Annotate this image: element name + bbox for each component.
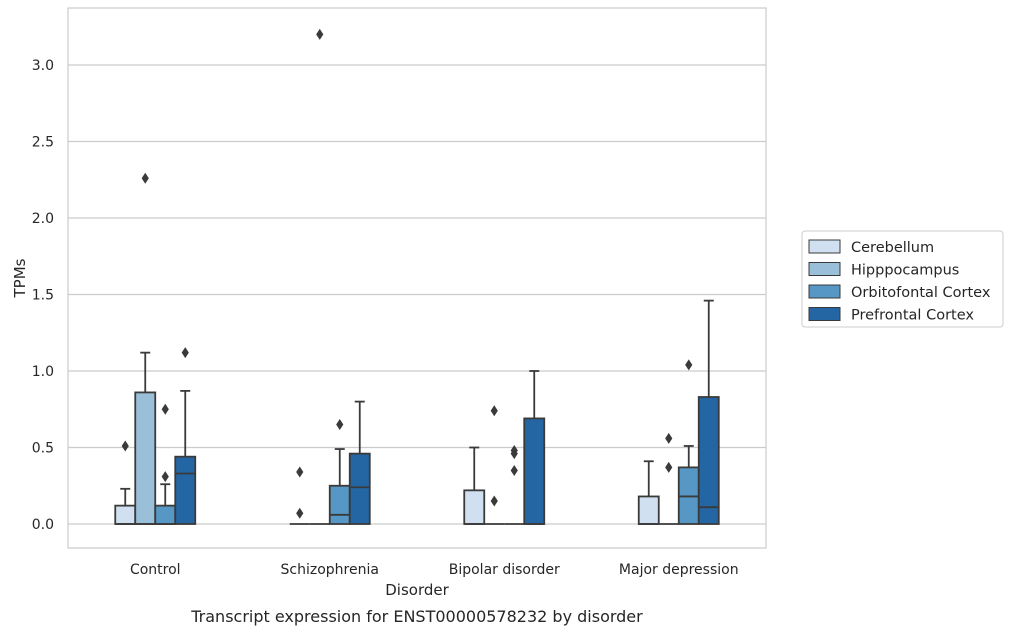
x-tick-label: Bipolar disorder [449,562,560,578]
series-prefrontal-cortex [174,299,720,525]
box [637,495,660,525]
y-tick-label: 0.5 [32,441,54,457]
box [174,455,197,525]
legend-swatch [808,284,841,299]
grid-lines [68,64,766,525]
outlier-point [665,432,673,444]
x-tick-label: Control [130,562,181,578]
y-tick-label: 1.5 [32,288,54,304]
series-cerebellum [114,440,660,525]
chart-caption: Transcript expression for ENST0000057823… [190,607,643,626]
outlier-point [141,172,149,184]
box [114,504,137,525]
plot-frame [67,7,767,549]
legend-item: Cerebellum [808,239,934,256]
box [463,489,486,525]
box-series [114,28,720,525]
y-axis-ticks: 0.0 0.5 1.0 1.5 2.0 2.5 3.0 [32,58,54,533]
legend-label: Cerebellum [851,240,934,256]
outlier-point [685,359,693,371]
series-hipppocampus [134,28,679,525]
outlier-point [490,495,498,507]
x-axis-label: Disorder [385,581,449,599]
legend-item: Orbitofontal Cortex [808,284,991,301]
box [697,396,720,525]
legend-label: Hipppocampus [851,263,959,279]
box [134,391,157,525]
y-tick-label: 0.0 [32,517,54,533]
x-tick-label: Major depression [619,562,739,578]
y-tick-label: 2.0 [32,211,54,227]
outlier-point [336,419,344,431]
y-tick-label: 1.0 [32,364,54,380]
outlier-point [490,405,498,417]
outlier-point [161,403,169,415]
legend-item: Hipppocampus [808,262,959,279]
outlier-point [296,466,304,478]
outlier-point [665,461,673,473]
outlier-point [296,507,304,519]
outlier-point [510,464,518,476]
legend-swatch [808,239,841,254]
y-axis-label: TPMs [11,258,29,298]
outlier-point [161,471,169,483]
box [348,452,371,525]
y-tick-label: 3.0 [32,58,54,74]
box [523,417,546,525]
legend-label: Orbitofontal Cortex [851,285,991,301]
box [328,484,351,525]
y-tick-label: 2.5 [32,135,54,151]
legend-label: Prefrontal Cortex [851,308,974,324]
x-axis-ticks: Control Schizophrenia Bipolar disorder Majo… [130,562,739,578]
legend-item: Prefrontal Cortex [808,307,974,324]
series-orbitofontal-cortex [154,359,700,525]
legend-frame [801,230,1004,328]
outlier-point [121,440,129,452]
outlier-point [181,347,189,359]
x-tick-label: Schizophrenia [281,562,379,578]
legend: Cerebellum Hipppocampus Orbitofontal Corte… [801,230,1004,328]
legend-swatch [808,262,841,276]
legend-swatch [808,307,841,321]
box [154,504,177,525]
outlier-point [510,445,518,457]
outlier-point [316,28,324,40]
